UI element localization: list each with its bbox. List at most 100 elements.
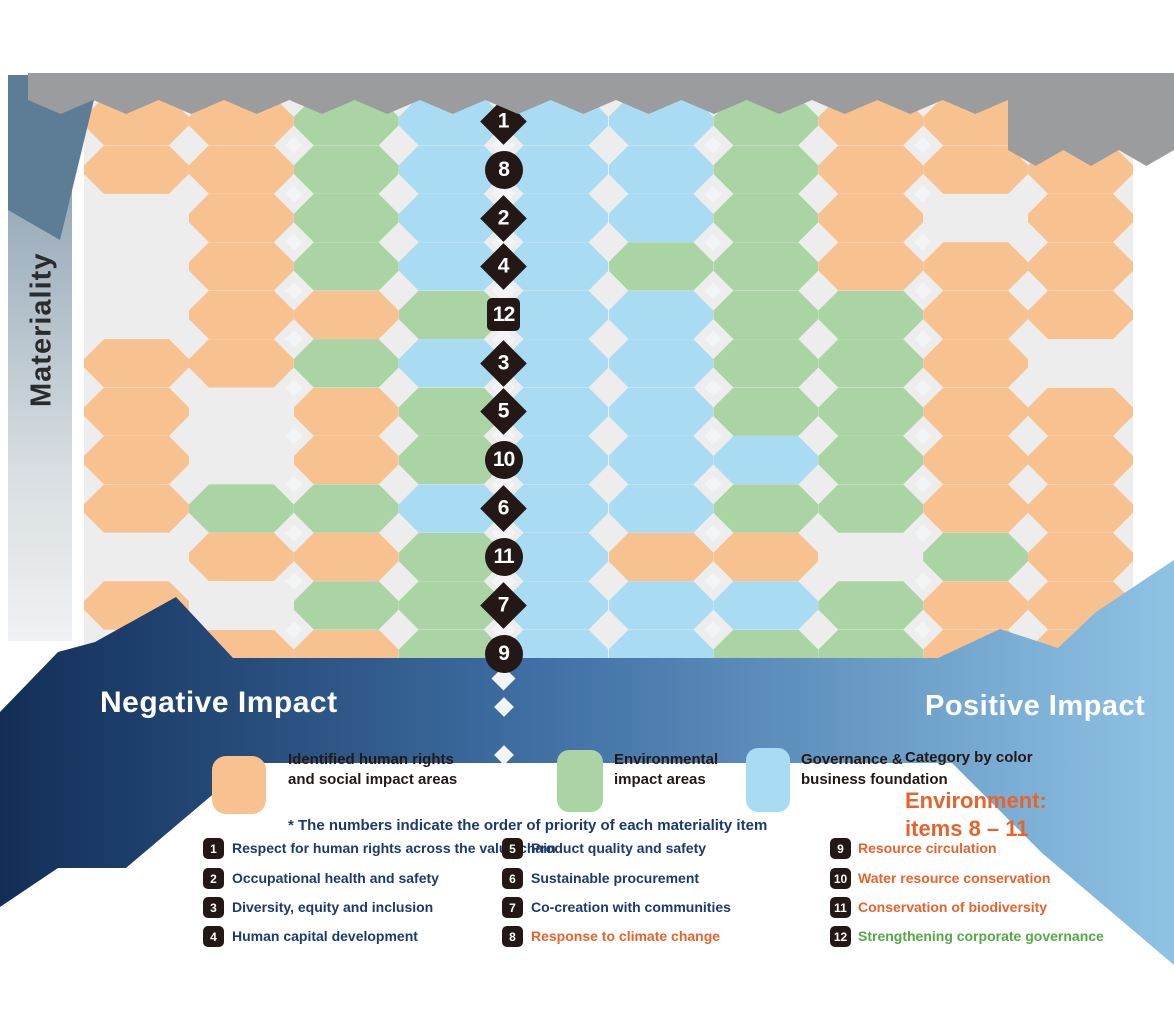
impact-cell <box>818 145 923 193</box>
impact-cell <box>189 291 294 339</box>
impact-cell <box>1028 242 1133 290</box>
axis-marker-number: 5 <box>498 399 509 423</box>
impact-cell <box>399 291 504 339</box>
axis-marker-number: 6 <box>498 496 509 520</box>
impact-cell <box>818 581 923 629</box>
impact-cell <box>294 436 399 484</box>
list-item-label: Product quality and safety <box>531 840 707 856</box>
impact-cell <box>923 145 1028 193</box>
impact-cell <box>504 291 609 339</box>
list-item-number: 6 <box>502 868 523 889</box>
impact-cell <box>923 533 1028 581</box>
impact-cell <box>923 436 1028 484</box>
impact-cell <box>1028 291 1133 339</box>
impact-cell <box>923 242 1028 290</box>
list-item-label: Conservation of biodiversity <box>858 899 1048 915</box>
impact-cell <box>294 145 399 193</box>
legend-label: impact areas <box>614 771 706 788</box>
axis-marker-11: 11 <box>484 537 523 576</box>
list-item-label: Response to climate change <box>531 928 721 944</box>
impact-cell <box>84 145 189 193</box>
impact-cell <box>923 291 1028 339</box>
impact-cell <box>84 436 189 484</box>
list-item-label: Strengthening corporate governance <box>858 928 1104 944</box>
impact-cell <box>923 484 1028 532</box>
impact-cell <box>609 291 714 339</box>
axis-marker-number: 11 <box>493 544 514 568</box>
side-caption: Category by color <box>905 749 1033 766</box>
list-item-number: 5 <box>502 838 523 859</box>
list-item-label: Diversity, equity and inclusion <box>232 899 434 915</box>
impact-cell <box>189 145 294 193</box>
impact-cell <box>294 339 399 387</box>
impact-cell <box>294 581 399 629</box>
impact-cell <box>713 291 818 339</box>
impact-cell <box>923 388 1028 436</box>
legend-swatch <box>212 756 266 814</box>
impact-cell <box>189 194 294 242</box>
impact-cell <box>84 484 189 532</box>
list-item-number: 8 <box>502 926 523 947</box>
list-item-number: 10 <box>830 868 851 889</box>
impact-cell <box>713 388 818 436</box>
axis-marker-number: 7 <box>498 593 509 617</box>
list-item-label: Occupational health and safety <box>232 870 439 886</box>
list-item-label: Co-creation with communities <box>531 899 731 915</box>
impact-cell <box>609 436 714 484</box>
impact-cell <box>818 388 923 436</box>
impact-cell <box>713 145 818 193</box>
legend-label: Environmental <box>614 751 719 768</box>
impact-cell <box>609 484 714 532</box>
impact-cell <box>1028 194 1133 242</box>
impact-cell <box>1028 436 1133 484</box>
impact-cell <box>923 581 1028 629</box>
list-item-label: Human capital development <box>232 928 418 944</box>
impact-cell <box>84 339 189 387</box>
impact-cell <box>818 436 923 484</box>
axis-marker-10: 10 <box>484 441 523 480</box>
impact-cell <box>818 242 923 290</box>
impact-cell <box>294 291 399 339</box>
impact-mosaic-grid <box>84 97 1133 678</box>
list-item-number: 4 <box>203 926 224 947</box>
axis-marker-number: 10 <box>492 448 515 472</box>
impact-cell <box>84 388 189 436</box>
list-item-number: 11 <box>830 897 851 918</box>
axis-marker-12: 12 <box>487 298 521 332</box>
impact-cell <box>818 291 923 339</box>
impact-cell <box>923 339 1028 387</box>
impact-cell <box>1028 484 1133 532</box>
list-item-label: Sustainable procurement <box>531 870 700 886</box>
impact-cell <box>818 194 923 242</box>
list-item-label: Water resource conservation <box>858 870 1051 886</box>
axis-marker-number: 8 <box>498 157 510 181</box>
materiality-pennant <box>8 75 100 240</box>
impact-cell <box>609 581 714 629</box>
impact-cell <box>189 242 294 290</box>
list-item-number: 9 <box>830 838 851 859</box>
priority-note: * The numbers indicate the order of prio… <box>288 817 768 834</box>
impact-cell <box>1028 388 1133 436</box>
legend-label: Governance & <box>801 751 903 768</box>
impact-cell <box>294 242 399 290</box>
impact-cell <box>189 339 294 387</box>
list-item-number: 3 <box>203 897 224 918</box>
positive-impact-label: Positive Impact <box>925 690 1146 722</box>
list-item-label: Resource circulation <box>858 840 997 856</box>
list-item-number: 2 <box>203 868 224 889</box>
impact-cell <box>818 484 923 532</box>
impact-cell <box>713 581 818 629</box>
legend-label: business foundation <box>801 771 948 788</box>
impact-cell <box>818 339 923 387</box>
impact-cell <box>713 484 818 532</box>
impact-cell <box>189 533 294 581</box>
impact-cell <box>713 533 818 581</box>
impact-cell <box>609 242 714 290</box>
impact-cell <box>294 194 399 242</box>
axis-marker-number: 4 <box>498 254 509 278</box>
impact-cell <box>294 388 399 436</box>
impact-cell <box>1028 533 1133 581</box>
legend-swatch <box>746 748 790 812</box>
list-item-number: 1 <box>203 838 224 859</box>
